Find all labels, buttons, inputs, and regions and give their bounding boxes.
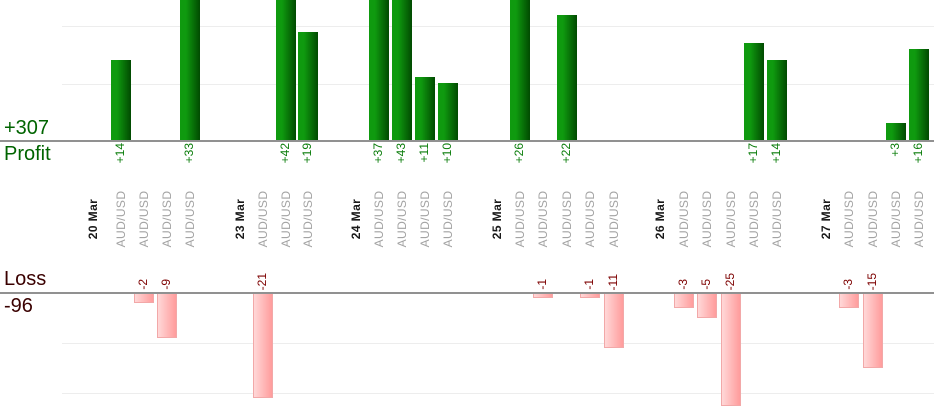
trade-value-label: -2 — [135, 279, 150, 290]
symbol-label: AUD/USD — [256, 190, 270, 248]
loss-bar[interactable] — [720, 293, 741, 406]
profit-bar[interactable] — [438, 83, 458, 140]
profit-bar[interactable] — [179, 0, 200, 140]
trade-value-label: +22 — [558, 143, 573, 164]
profit-bar[interactable] — [391, 0, 412, 140]
loss-bar[interactable] — [580, 293, 600, 298]
profit-bar[interactable] — [556, 15, 577, 140]
loss-axis-line — [0, 292, 934, 294]
profit-bar[interactable] — [369, 0, 389, 140]
symbol-label: AUD/USD — [182, 190, 197, 248]
loss-total: -96 — [4, 295, 33, 317]
loss-axis-title: Loss — [4, 268, 47, 290]
profit-bar[interactable] — [886, 123, 906, 140]
trade-value-label: +10 — [440, 143, 454, 164]
loss-bar[interactable] — [603, 293, 624, 348]
symbol-label: AUD/USD — [842, 190, 856, 248]
symbol-label: AUD/USD — [889, 190, 903, 248]
symbol-label: AUD/USD — [700, 190, 714, 248]
trade-value-label: -25 — [722, 272, 737, 290]
profit-bar[interactable] — [298, 32, 318, 140]
loss-bar[interactable] — [533, 293, 553, 298]
trade-value-label: +14 — [768, 143, 783, 164]
date-label: 27 Mar — [819, 198, 833, 240]
profit-bar[interactable] — [510, 0, 530, 140]
symbol-label: AUD/USD — [136, 190, 151, 248]
symbol-label: AUD/USD — [513, 190, 527, 248]
trade-value-label: -11 — [605, 273, 620, 290]
chart-gridline — [62, 83, 934, 85]
trade-value-label: +11 — [417, 143, 431, 163]
date-label: 24 Mar — [348, 198, 363, 240]
profit-axis-line — [0, 140, 934, 142]
symbol-label: AUD/USD — [394, 190, 409, 248]
trade-value-label: -3 — [841, 279, 855, 290]
loss-bar[interactable] — [839, 293, 859, 308]
profit-bar[interactable] — [415, 77, 435, 140]
symbol-label: AUD/USD — [677, 190, 691, 248]
loss-bar[interactable] — [133, 293, 154, 303]
profit-axis-title: Profit — [4, 143, 51, 165]
symbol-label: AUD/USD — [441, 190, 455, 248]
symbol-label: AUD/USD — [159, 190, 174, 248]
loss-bar[interactable] — [156, 293, 177, 338]
profit-bar[interactable] — [766, 60, 787, 140]
trade-value-label: -21 — [255, 272, 269, 290]
chart-gridline — [62, 392, 934, 394]
loss-bar[interactable] — [697, 293, 717, 318]
profit-bar[interactable] — [743, 43, 764, 140]
symbol-label: AUD/USD — [114, 190, 128, 248]
trade-value-label: +17 — [745, 143, 760, 164]
trade-value-label: +26 — [512, 143, 526, 164]
loss-bar[interactable] — [253, 293, 273, 398]
trade-value-label: +16 — [911, 143, 925, 164]
date-label: 25 Mar — [490, 198, 504, 240]
symbol-label: AUD/USD — [536, 190, 550, 248]
symbol-label: AUD/USD — [606, 190, 621, 248]
profit-bar[interactable] — [909, 49, 929, 140]
trade-value-label: -9 — [158, 279, 173, 290]
date-label: 23 Mar — [233, 198, 247, 240]
trade-value-label: +37 — [371, 143, 385, 164]
trade-value-label: -5 — [699, 279, 713, 290]
trade-value-label: +43 — [393, 143, 408, 164]
profit-bar[interactable] — [111, 60, 131, 140]
loss-bar[interactable] — [674, 293, 694, 308]
symbol-label: AUD/USD — [769, 190, 784, 248]
trade-value-label: -1 — [582, 279, 596, 290]
trade-value-label: -3 — [676, 279, 690, 290]
symbol-label: AUD/USD — [912, 190, 926, 248]
symbol-label: AUD/USD — [418, 190, 432, 248]
trade-value-label: +19 — [300, 143, 314, 164]
symbol-label: AUD/USD — [723, 190, 738, 248]
chart-gridline — [62, 342, 934, 344]
trade-value-label: +3 — [888, 143, 902, 157]
symbol-label: AUD/USD — [559, 190, 574, 248]
symbol-label: AUD/USD — [583, 190, 597, 248]
trade-value-label: -15 — [864, 272, 879, 290]
chart-gridline — [62, 26, 934, 27]
trade-value-label: -1 — [535, 279, 549, 290]
symbol-label: AUD/USD — [746, 190, 761, 248]
trade-value-label: +33 — [181, 143, 196, 164]
symbol-label: AUD/USD — [301, 190, 315, 248]
trade-value-label: +42 — [277, 143, 292, 164]
trade-value-label: +14 — [113, 143, 127, 164]
date-label: 20 Mar — [86, 198, 100, 240]
symbol-label: AUD/USD — [278, 190, 293, 248]
profit-bar[interactable] — [275, 0, 296, 140]
symbol-label: AUD/USD — [865, 190, 880, 248]
date-label: 26 Mar — [653, 198, 667, 240]
symbol-label: AUD/USD — [372, 190, 386, 248]
profit-total: +307 — [4, 117, 50, 139]
loss-bar[interactable] — [862, 293, 883, 368]
